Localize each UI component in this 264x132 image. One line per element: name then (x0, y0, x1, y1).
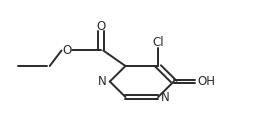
Text: Cl: Cl (152, 36, 164, 49)
Text: N: N (98, 75, 107, 88)
Text: N: N (161, 91, 170, 103)
Text: OH: OH (197, 75, 215, 88)
Text: O: O (96, 20, 105, 33)
Text: O: O (62, 44, 71, 57)
